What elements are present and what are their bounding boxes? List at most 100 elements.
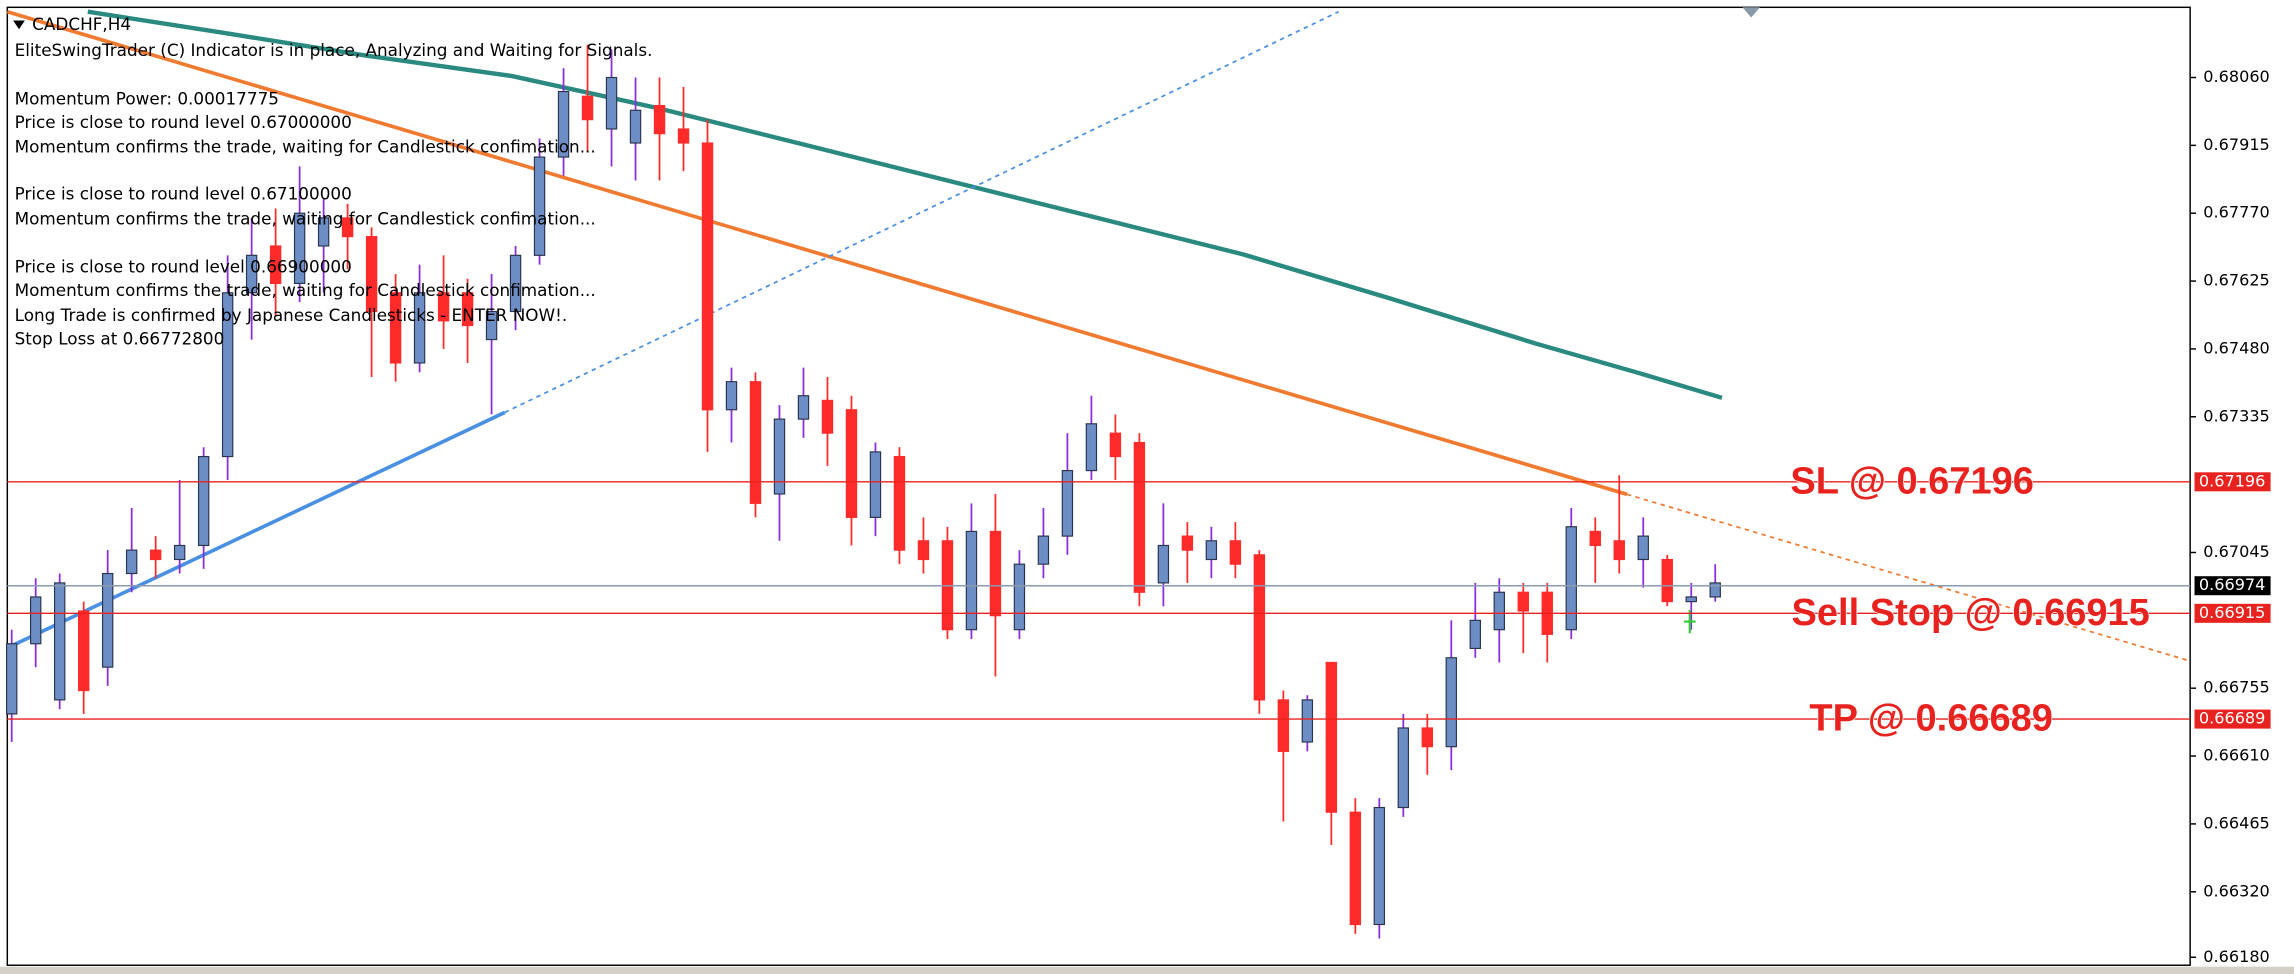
info-line: Stop Loss at 0.66772800 bbox=[15, 328, 225, 348]
y-tick-label: 0.68060 bbox=[2203, 67, 2270, 86]
chart-title: CADCHF,H4 bbox=[32, 14, 131, 34]
info-line: Momentum Power: 0.00017775 bbox=[15, 88, 279, 108]
candle-body bbox=[413, 292, 426, 364]
candle-body bbox=[77, 610, 90, 692]
candle-body bbox=[1589, 530, 1601, 547]
candle-body bbox=[125, 549, 138, 575]
level-price-label: 0.67196 bbox=[2199, 471, 2266, 490]
y-tick-label: 0.66180 bbox=[2203, 947, 2270, 966]
candle-body bbox=[1517, 591, 1529, 612]
shift-marker bbox=[1742, 7, 1761, 18]
candle-body bbox=[845, 409, 858, 518]
candle-body bbox=[1565, 526, 1577, 631]
candle-body bbox=[1157, 544, 1170, 584]
candle-body bbox=[1637, 535, 1649, 561]
bottom-bar bbox=[0, 966, 2294, 974]
candle-body bbox=[749, 381, 762, 504]
info-line: Long Trade is confirmed by Japanese Cand… bbox=[15, 305, 568, 325]
candle-body bbox=[821, 399, 834, 434]
moving-average bbox=[87, 9, 1723, 400]
candle-body bbox=[197, 455, 210, 547]
info-line: Momentum confirms the trade, waiting for… bbox=[15, 137, 596, 157]
y-tick-label: 0.67045 bbox=[2203, 542, 2270, 561]
candle-body bbox=[389, 292, 402, 364]
candle-body bbox=[341, 217, 354, 238]
candle-body bbox=[653, 104, 666, 135]
y-tick-label: 0.66465 bbox=[2203, 813, 2270, 832]
candle-body bbox=[1685, 596, 1697, 603]
candle-body bbox=[701, 142, 714, 411]
info-line: EliteSwingTrader (C) Indicator is in pla… bbox=[15, 40, 653, 60]
info-line: Momentum confirms the trade, waiting for… bbox=[15, 208, 596, 228]
candle-body bbox=[317, 217, 330, 247]
level-price-label: 0.66689 bbox=[2199, 709, 2266, 728]
candle-body bbox=[965, 530, 978, 631]
info-line: Price is close to round level 0.66900000 bbox=[15, 257, 352, 277]
candle-body bbox=[221, 292, 234, 458]
candle-body bbox=[461, 292, 474, 327]
y-tick-label: 0.66320 bbox=[2203, 881, 2270, 900]
y-tick-label: 0.67335 bbox=[2203, 406, 2270, 425]
candle-body bbox=[557, 90, 570, 158]
candle-body bbox=[1469, 619, 1482, 650]
y-tick-label: 0.66610 bbox=[2203, 746, 2270, 765]
level-label: SL @ 0.67196 bbox=[1790, 460, 2034, 502]
candle-body bbox=[1301, 699, 1314, 743]
level-price-tag bbox=[2194, 603, 2271, 623]
trendline-extension bbox=[1626, 493, 2191, 662]
candle-body bbox=[509, 254, 522, 313]
candle-body bbox=[1613, 540, 1625, 561]
candle-body bbox=[1109, 432, 1122, 458]
candle-body bbox=[1133, 441, 1146, 593]
candle-body bbox=[1661, 558, 1673, 603]
candle-body bbox=[269, 245, 282, 284]
candle-body bbox=[629, 109, 642, 144]
candle-body bbox=[773, 418, 786, 495]
y-tick-label: 0.66755 bbox=[2203, 678, 2270, 697]
candle-body bbox=[1085, 423, 1098, 472]
candle-body bbox=[605, 76, 618, 130]
candle-body bbox=[677, 128, 690, 144]
info-line: Price is close to round level 0.67100000 bbox=[15, 184, 352, 204]
trendline bbox=[6, 410, 506, 650]
candle-body bbox=[1229, 540, 1242, 565]
level-price-tag bbox=[2194, 709, 2271, 729]
menu-arrow bbox=[13, 20, 25, 30]
candle-body bbox=[1493, 591, 1505, 631]
level-label: TP @ 0.66689 bbox=[1809, 698, 2053, 740]
candle-body bbox=[1709, 582, 1721, 598]
y-tick-label: 0.67625 bbox=[2203, 271, 2270, 290]
candle-body bbox=[1373, 806, 1386, 926]
candle-body bbox=[29, 596, 42, 645]
trendline bbox=[6, 9, 1628, 497]
candle-body bbox=[101, 572, 114, 668]
candle-body bbox=[1181, 535, 1194, 551]
candle-body bbox=[1421, 727, 1434, 748]
candle-body bbox=[1349, 811, 1362, 926]
candle-body bbox=[1277, 699, 1290, 752]
candle-body bbox=[1325, 661, 1338, 813]
candle-body bbox=[1013, 563, 1026, 631]
y-tick-label: 0.67915 bbox=[2203, 135, 2270, 154]
candle-body bbox=[533, 156, 546, 256]
candle-body bbox=[1205, 540, 1218, 561]
candle-body bbox=[1061, 470, 1074, 537]
candle-body bbox=[725, 381, 738, 411]
candle-body bbox=[5, 643, 18, 715]
candle-body bbox=[365, 236, 378, 313]
candle-body bbox=[173, 544, 186, 561]
info-line: Price is close to round level 0.67000000 bbox=[15, 112, 352, 132]
candle-body bbox=[1037, 535, 1050, 565]
candle-body bbox=[1253, 554, 1266, 701]
y-tick-label: 0.67480 bbox=[2203, 338, 2270, 357]
candle-body bbox=[437, 292, 450, 322]
candle-body bbox=[893, 455, 906, 551]
level-label: Sell Stop @ 0.66915 bbox=[1792, 592, 2150, 634]
current-price-tag bbox=[2194, 576, 2271, 596]
candle-body bbox=[1445, 657, 1458, 748]
candle-body bbox=[245, 254, 258, 294]
candle-body bbox=[989, 530, 1002, 617]
level-price-tag bbox=[2194, 472, 2271, 492]
